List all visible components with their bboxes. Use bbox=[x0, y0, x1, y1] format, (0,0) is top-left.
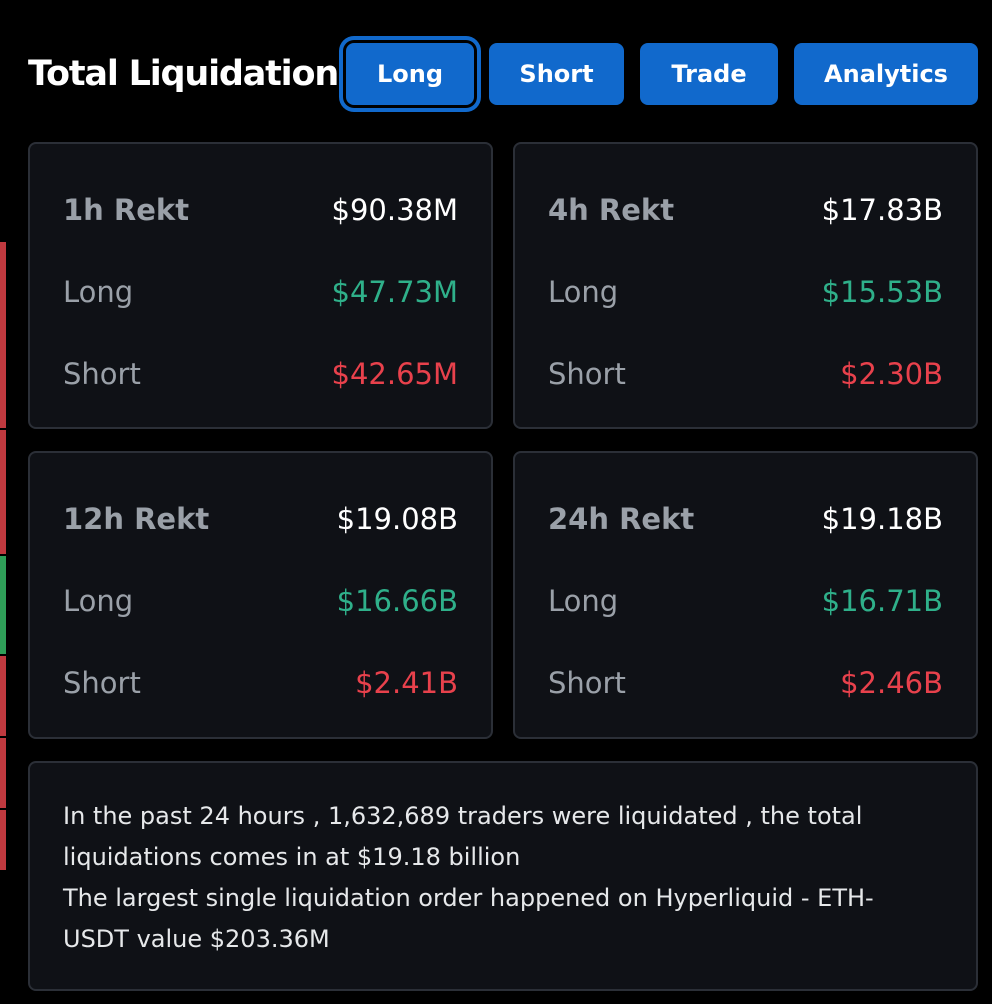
short-button[interactable]: Short bbox=[489, 43, 624, 105]
total-row: 1h Rekt $90.38M bbox=[63, 190, 458, 230]
long-label: Long bbox=[548, 275, 619, 309]
short-label: Short bbox=[548, 357, 626, 391]
total-value: $90.38M bbox=[331, 193, 459, 227]
page-title: Total Liquidations bbox=[28, 54, 359, 94]
long-value: $16.66B bbox=[336, 584, 458, 618]
short-label: Short bbox=[63, 666, 141, 700]
liquidation-summary: In the past 24 hours , 1,632,689 traders… bbox=[28, 761, 978, 991]
period-label: 4h Rekt bbox=[548, 193, 675, 227]
short-value: $2.41B bbox=[355, 666, 458, 700]
short-value: $42.65M bbox=[331, 357, 459, 391]
long-value: $16.71B bbox=[821, 584, 943, 618]
side-strip-red bbox=[0, 430, 6, 554]
total-row: 12h Rekt $19.08B bbox=[63, 499, 458, 539]
side-strip-red bbox=[0, 738, 6, 808]
long-row: Long $47.73M bbox=[63, 272, 458, 312]
short-row: Short $2.41B bbox=[63, 663, 458, 703]
short-row: Short $2.46B bbox=[548, 663, 943, 703]
total-value: $19.18B bbox=[821, 502, 943, 536]
rekt-card-4h: 4h Rekt $17.83B Long $15.53B Short $2.30… bbox=[513, 142, 978, 429]
rekt-card-1h: 1h Rekt $90.38M Long $47.73M Short $42.6… bbox=[28, 142, 493, 429]
total-row: 4h Rekt $17.83B bbox=[548, 190, 943, 230]
period-label: 24h Rekt bbox=[548, 502, 695, 536]
total-row: 24h Rekt $19.18B bbox=[548, 499, 943, 539]
long-button[interactable]: Long bbox=[346, 43, 474, 105]
trade-button[interactable]: Trade bbox=[640, 43, 778, 105]
long-value: $47.73M bbox=[331, 275, 459, 309]
side-strip-red bbox=[0, 242, 6, 428]
liquidations-header: Total Liquidations Long Short Trade Anal… bbox=[28, 34, 978, 114]
analytics-button[interactable]: Analytics bbox=[794, 43, 978, 105]
side-strip-green bbox=[0, 556, 6, 654]
long-row: Long $16.66B bbox=[63, 581, 458, 621]
long-row: Long $16.71B bbox=[548, 581, 943, 621]
short-row: Short $42.65M bbox=[63, 354, 458, 394]
short-value: $2.46B bbox=[840, 666, 943, 700]
short-value: $2.30B bbox=[840, 357, 943, 391]
short-label: Short bbox=[63, 357, 141, 391]
long-label: Long bbox=[548, 584, 619, 618]
short-label: Short bbox=[548, 666, 626, 700]
summary-text: In the past 24 hours , 1,632,689 traders… bbox=[63, 796, 916, 960]
long-value: $15.53B bbox=[821, 275, 943, 309]
total-value: $17.83B bbox=[821, 193, 943, 227]
rekt-card-12h: 12h Rekt $19.08B Long $16.66B Short $2.4… bbox=[28, 451, 493, 739]
long-label: Long bbox=[63, 584, 134, 618]
total-value: $19.08B bbox=[336, 502, 458, 536]
period-label: 12h Rekt bbox=[63, 502, 210, 536]
side-strip-red bbox=[0, 810, 6, 870]
long-label: Long bbox=[63, 275, 134, 309]
side-strip-red bbox=[0, 656, 6, 736]
long-row: Long $15.53B bbox=[548, 272, 943, 312]
short-row: Short $2.30B bbox=[548, 354, 943, 394]
summary-line-2: The largest single liquidation order hap… bbox=[63, 884, 874, 953]
rekt-card-24h: 24h Rekt $19.18B Long $16.71B Short $2.4… bbox=[513, 451, 978, 739]
period-label: 1h Rekt bbox=[63, 193, 190, 227]
summary-line-1: In the past 24 hours , 1,632,689 traders… bbox=[63, 802, 863, 871]
